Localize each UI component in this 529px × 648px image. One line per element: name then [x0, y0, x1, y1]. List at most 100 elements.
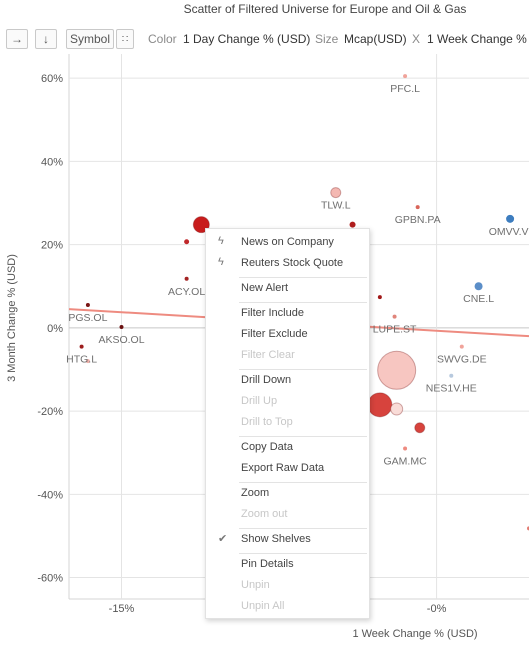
checkmark-icon: ✔: [218, 533, 228, 545]
scatter-dots-icon: ∷: [121, 33, 129, 45]
x-axis-title: 1 Week Change % (USD): [352, 628, 477, 640]
y-tick-label: 40%: [41, 156, 63, 168]
menu-item-label: Drill Up: [241, 395, 278, 407]
x-shelf-label: X: [412, 32, 421, 46]
context-menu: ϟ News on Company ϟ Reuters Stock Quote New …: [205, 228, 370, 619]
data-point[interactable]: [390, 402, 404, 416]
menu-item-reuters-stock-quote[interactable]: ϟ Reuters Stock Quote: [206, 255, 369, 273]
menu-separator: [239, 528, 367, 529]
point-label: NES1V.HE: [426, 383, 477, 395]
menu-item-label: Drill to Top: [241, 416, 293, 428]
menu-item-zoom[interactable]: Zoom: [206, 485, 369, 503]
y-tick-label: 60%: [41, 73, 63, 85]
menu-item-label: Reuters Stock Quote: [241, 257, 344, 269]
chart-toolbar: → ↓ Symbol ∷ Color 1 Day Change % (USD) …: [6, 29, 529, 51]
x-shelf-value[interactable]: 1 Week Change %: [427, 32, 527, 46]
size-shelf-label: Size: [315, 32, 339, 46]
y-axis-title: 3 Month Change % (USD): [6, 254, 18, 382]
menu-item-new-alert[interactable]: New Alert: [206, 280, 369, 298]
menu-item-label: Filter Exclude: [241, 328, 308, 340]
horizontal-sort-button[interactable]: →: [6, 29, 28, 49]
data-point[interactable]: [79, 344, 84, 349]
menu-item-label: Zoom out: [241, 508, 288, 520]
menu-item-filter-clear: Filter Clear: [206, 347, 369, 365]
color-shelf-value[interactable]: 1 Day Change % (USD): [183, 32, 311, 46]
point-label: TLW.L: [321, 200, 351, 212]
data-point[interactable]: [330, 187, 342, 199]
menu-separator: [239, 369, 367, 370]
menu-item-unpin: Unpin: [206, 577, 369, 595]
y-tick-label: -60%: [37, 573, 63, 585]
menu-item-pin-details[interactable]: Pin Details: [206, 556, 369, 574]
y-tick-label: -40%: [37, 489, 63, 501]
sort-down-icon: ↓: [43, 32, 49, 46]
menu-item-label: Filter Clear: [241, 349, 295, 361]
data-point[interactable]: [377, 350, 417, 390]
point-label: GAM.MC: [383, 456, 427, 468]
data-point[interactable]: [184, 239, 190, 245]
point-label: CNE.L: [463, 293, 494, 305]
data-point[interactable]: [506, 214, 515, 223]
size-shelf-value[interactable]: Mcap(USD): [344, 32, 407, 46]
point-label: OMVV.VI: [489, 226, 529, 238]
data-point[interactable]: [414, 422, 426, 434]
bolt-icon: ϟ: [218, 235, 224, 247]
data-point[interactable]: [474, 282, 483, 291]
menu-item-news-on-company[interactable]: ϟ News on Company: [206, 234, 369, 252]
menu-item-filter-include[interactable]: Filter Include: [206, 305, 369, 323]
color-shelf-label: Color: [148, 32, 177, 46]
menu-item-label: Copy Data: [241, 441, 293, 453]
bolt-icon: ϟ: [218, 256, 224, 268]
menu-separator: [239, 302, 367, 303]
scatter-options-button[interactable]: ∷: [116, 29, 134, 49]
point-label: PFC.L: [390, 83, 420, 95]
menu-item-label: Drill Down: [241, 374, 292, 386]
menu-item-label: News on Company: [241, 236, 334, 248]
menu-item-label: Unpin: [241, 579, 270, 591]
data-point[interactable]: [377, 295, 382, 300]
menu-item-label: Zoom: [241, 487, 270, 499]
data-point[interactable]: [449, 373, 454, 378]
y-tick-label: -20%: [37, 406, 63, 418]
menu-item-zoom-out: Zoom out: [206, 506, 369, 524]
data-point[interactable]: [459, 344, 464, 349]
menu-separator: [239, 482, 367, 483]
point-label: LUPE.ST: [373, 324, 417, 336]
data-point[interactable]: [85, 302, 90, 307]
menu-item-drill-to-top: Drill to Top: [206, 414, 369, 432]
menu-item-export-raw-data[interactable]: Export Raw Data: [206, 460, 369, 478]
point-label: PGS.OL: [68, 312, 107, 324]
x-tick-label: -0%: [427, 603, 447, 615]
menu-item-label: Unpin All: [241, 600, 285, 612]
data-point[interactable]: [415, 205, 420, 210]
point-label: ACY.OL: [168, 286, 205, 298]
menu-item-label: Export Raw Data: [241, 462, 325, 474]
scatter-chart[interactable]: 60% 40% 20% 0% -20% -40% -60% -15% -0% 1 Week Cha…: [0, 54, 529, 648]
menu-separator: [239, 436, 367, 437]
data-point[interactable]: [349, 221, 356, 228]
data-point[interactable]: [85, 359, 90, 364]
data-point[interactable]: [392, 314, 397, 319]
x-tick-label: -15%: [109, 603, 135, 615]
data-point[interactable]: [367, 392, 393, 418]
menu-item-drill-up: Drill Up: [206, 393, 369, 411]
data-point[interactable]: [184, 276, 189, 281]
menu-item-label: Show Shelves: [241, 533, 311, 545]
point-label: GPBN.PA: [395, 214, 441, 226]
sort-right-icon: →: [11, 32, 23, 46]
menu-item-filter-exclude[interactable]: Filter Exclude: [206, 326, 369, 344]
y-tick-label: 0%: [47, 323, 63, 335]
data-point[interactable]: [403, 74, 408, 79]
data-point[interactable]: [119, 325, 124, 330]
data-point[interactable]: [403, 446, 408, 451]
menu-item-copy-data[interactable]: Copy Data: [206, 439, 369, 457]
vertical-sort-button[interactable]: ↓: [35, 29, 57, 49]
menu-item-unpin-all: Unpin All: [206, 598, 369, 616]
menu-separator: [239, 553, 367, 554]
symbol-button[interactable]: Symbol: [66, 29, 114, 49]
menu-item-show-shelves[interactable]: ✔ Show Shelves: [206, 531, 369, 549]
menu-item-label: Pin Details: [241, 558, 294, 570]
menu-item-drill-down[interactable]: Drill Down: [206, 372, 369, 390]
point-label: SWVG.DE: [437, 354, 487, 366]
